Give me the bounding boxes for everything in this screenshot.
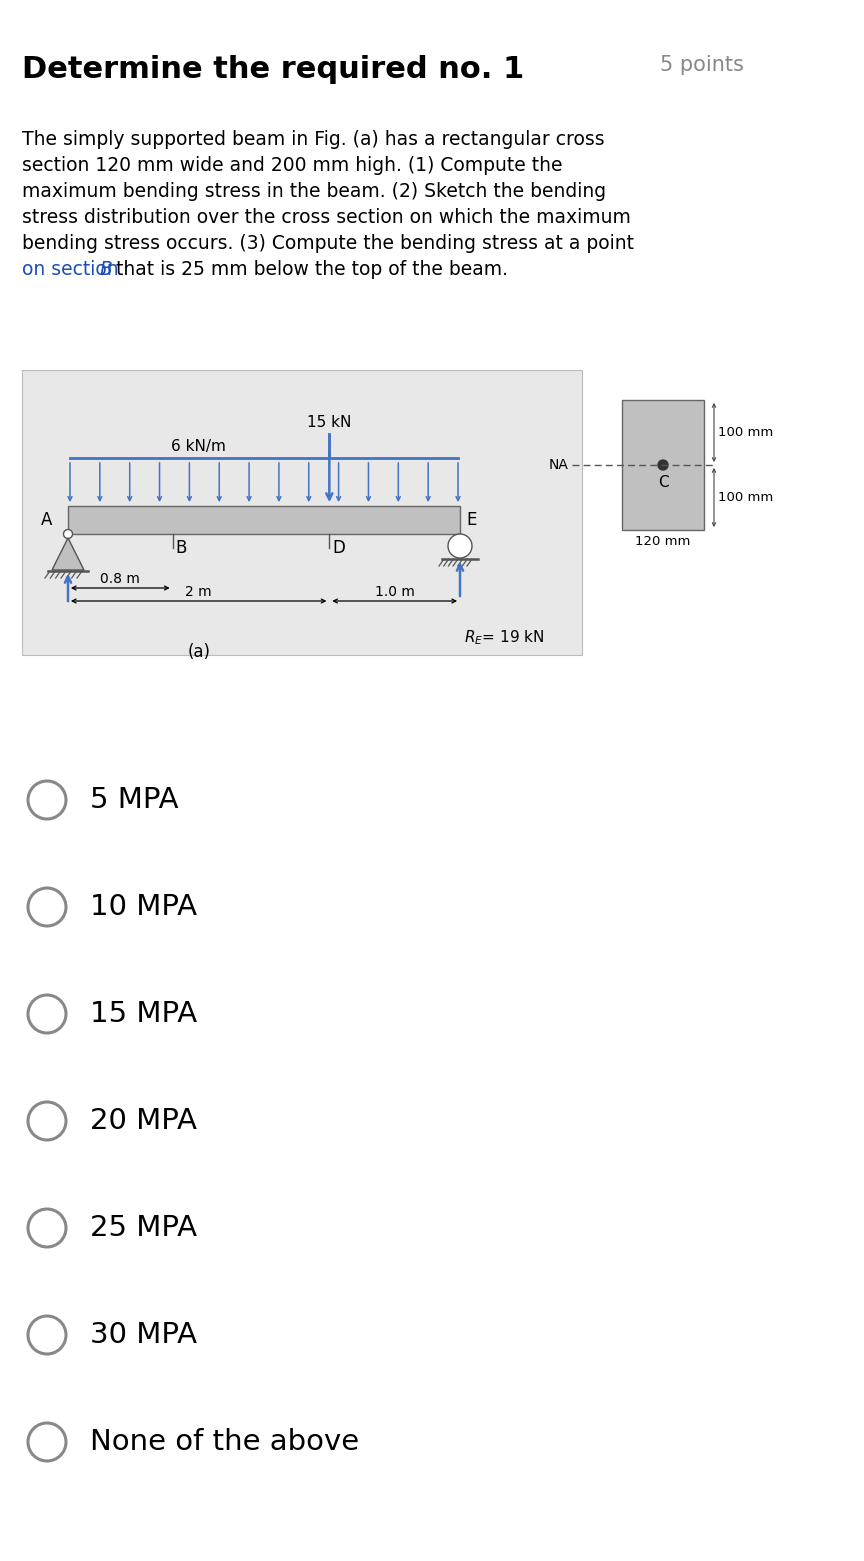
Text: bending stress occurs. (3) Compute the bending stress at a point: bending stress occurs. (3) Compute the b…	[22, 234, 634, 253]
Text: NA: NA	[550, 457, 569, 471]
Circle shape	[28, 1424, 66, 1461]
Circle shape	[28, 1102, 66, 1140]
Circle shape	[448, 534, 472, 557]
Text: stress distribution over the cross section on which the maximum: stress distribution over the cross secti…	[22, 208, 631, 226]
Text: 100 mm: 100 mm	[718, 492, 773, 504]
Circle shape	[28, 780, 66, 820]
Text: E: E	[466, 510, 476, 529]
Text: B: B	[100, 261, 113, 279]
Text: Determine the required no. 1: Determine the required no. 1	[22, 55, 524, 84]
Circle shape	[28, 1316, 66, 1353]
Text: D: D	[333, 539, 346, 557]
Text: 20 MPA: 20 MPA	[90, 1107, 197, 1135]
Text: 5 points: 5 points	[660, 55, 744, 75]
Text: 1.0 m: 1.0 m	[375, 585, 415, 599]
FancyBboxPatch shape	[22, 370, 582, 656]
Text: on section: on section	[22, 261, 124, 279]
Text: None of the above: None of the above	[90, 1428, 359, 1456]
Text: 25 MPA: 25 MPA	[90, 1214, 197, 1243]
Text: 5 MPA: 5 MPA	[90, 787, 179, 813]
Circle shape	[28, 994, 66, 1033]
Polygon shape	[52, 539, 84, 570]
FancyBboxPatch shape	[68, 506, 460, 534]
Circle shape	[658, 460, 668, 470]
Text: The simply supported beam in Fig. (a) has a rectangular cross: The simply supported beam in Fig. (a) ha…	[22, 130, 605, 148]
Text: 0.8 m: 0.8 m	[100, 571, 140, 585]
Text: (a): (a)	[187, 643, 210, 660]
Text: 15 kN: 15 kN	[307, 415, 352, 429]
Circle shape	[63, 529, 73, 539]
Circle shape	[28, 1210, 66, 1247]
FancyBboxPatch shape	[622, 400, 704, 531]
Text: 6 kN/m: 6 kN/m	[171, 439, 226, 454]
Text: A: A	[41, 510, 52, 529]
Text: C: C	[658, 475, 669, 490]
Text: 120 mm: 120 mm	[635, 535, 690, 548]
Text: 15 MPA: 15 MPA	[90, 1001, 197, 1029]
Text: $R_E$= 19 kN: $R_E$= 19 kN	[464, 628, 544, 646]
Text: 10 MPA: 10 MPA	[90, 893, 197, 921]
Text: 2 m: 2 m	[186, 585, 212, 599]
Text: 30 MPA: 30 MPA	[90, 1321, 197, 1349]
Text: that is 25 mm below the top of the beam.: that is 25 mm below the top of the beam.	[110, 261, 508, 279]
Text: section 120 mm wide and 200 mm high. (1) Compute the: section 120 mm wide and 200 mm high. (1)…	[22, 156, 562, 175]
Text: maximum bending stress in the beam. (2) Sketch the bending: maximum bending stress in the beam. (2) …	[22, 183, 607, 201]
Text: B: B	[175, 539, 187, 557]
Text: 100 mm: 100 mm	[718, 426, 773, 439]
Circle shape	[28, 888, 66, 926]
